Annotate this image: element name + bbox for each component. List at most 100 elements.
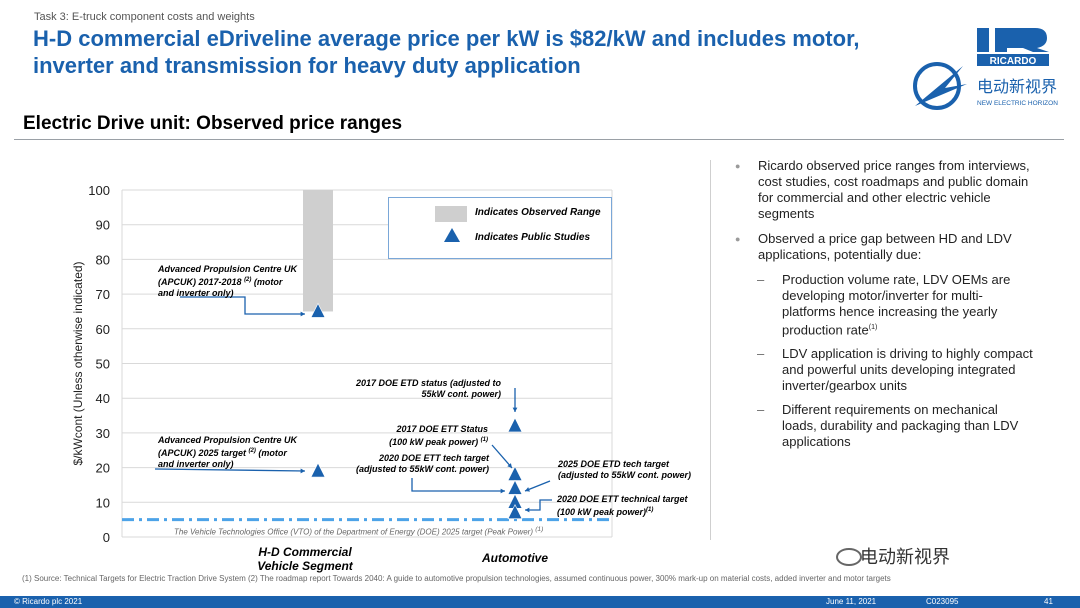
annotation-text: (APCUK) 2017-2018	[158, 277, 242, 287]
arrowhead-icon	[507, 463, 512, 468]
logo-brand-text: RICARDO	[990, 56, 1037, 67]
annotation-doe-ett-2020: 2020 DOE ETT tech target (adjusted to 55…	[355, 453, 489, 475]
vto-sup: (1)	[535, 526, 544, 533]
arrowhead-icon	[525, 507, 530, 513]
y-axis-label: $/kWcont (Unless otherwise indicated)	[71, 261, 85, 465]
data-point-triangle	[310, 302, 326, 318]
annotation-doe-ett-2017: 2017 DOE ETT Status (100 kW peak power) …	[388, 424, 488, 448]
arrowhead-icon	[512, 407, 518, 412]
observed-range-bar	[303, 190, 333, 312]
footnote: (1) Source: Technical Targets for Electr…	[22, 574, 891, 583]
y-tick-label: 20	[96, 461, 110, 476]
wechat-icon	[836, 548, 862, 566]
annotation-text: (APCUK) 2025 target	[158, 448, 247, 458]
ricardo-logo: RICARDO 电动新视界 NEW ELECTRIC HORIZON	[905, 26, 1075, 121]
sub-bullet-text: Production volume rate, LDV OEMs are dev…	[782, 272, 1011, 338]
annotation-line: 2020 DOE ETT technical target	[557, 494, 688, 504]
page-title: H-D commercial eDriveline average price …	[33, 25, 933, 79]
leader-line	[524, 480, 551, 492]
data-point-triangle	[507, 417, 523, 433]
annotation-sup: (1)	[480, 437, 488, 443]
legend-studies-label: Indicates Public Studies	[475, 232, 591, 243]
task-label: Task 3: E-truck component costs and weig…	[34, 11, 255, 23]
y-tick-label: 60	[96, 322, 110, 337]
logo-brand-bar	[977, 54, 1049, 66]
vto-target-label: The Vehicle Technologies Office (VTO) of…	[174, 526, 543, 537]
footer-copyright: © Ricardo plc 2021	[14, 597, 83, 606]
section-subtitle: Electric Drive unit: Observed price rang…	[23, 113, 403, 134]
sub-bullet-item: Production volume rate, LDV OEMs are dev…	[735, 272, 1035, 338]
annotation-doe-etd-2025: 2025 DOE ETD tech target (adjusted to 55…	[558, 459, 691, 481]
y-tick-label: 30	[96, 426, 110, 441]
annotation-line: 2017 DOE ETD status (adjusted to	[355, 378, 501, 388]
y-tick-label: 40	[96, 391, 110, 406]
logo-bar-icon	[977, 28, 989, 52]
logo-bolt-icon	[915, 66, 967, 106]
annotation-line: Advanced Propulsion Centre UK	[158, 264, 298, 274]
footer-bar: © Ricardo plc 2021 June 11, 2021 C023095…	[0, 596, 1080, 608]
annotation-text: (100 kW peak power)	[557, 507, 647, 517]
annotation-line: (100 kW peak power)(1)	[557, 505, 688, 518]
annotation-apcuk-2025: Advanced Propulsion Centre UK (APCUK) 20…	[158, 435, 297, 470]
y-tick-label: 100	[88, 183, 110, 198]
leader-line	[491, 444, 513, 469]
annotation-line: (adjusted to 55kW cont. power)	[355, 464, 489, 474]
divider	[14, 139, 1064, 140]
sub-bullet-sup: (1)	[868, 324, 878, 331]
annotation-line: (APCUK) 2017-2018 (2) (motor	[158, 275, 297, 288]
sub-bullet-item: Different requirements on mechanical loa…	[735, 402, 1035, 450]
annotation-apcuk-2017: Advanced Propulsion Centre UK (APCUK) 20…	[158, 264, 297, 299]
arrowhead-icon	[525, 487, 530, 492]
logo-r-icon	[995, 28, 1049, 52]
bullet-item: Ricardo observed price ranges from inter…	[735, 158, 1035, 222]
category-line: H-D Commercial	[258, 545, 352, 559]
annotation-line: (100 kW peak power) (1)	[388, 435, 488, 448]
data-point-triangle	[507, 465, 523, 481]
category-label-hd: H-D Commercial Vehicle Segment	[250, 545, 360, 573]
footer-page: 41	[1044, 597, 1053, 606]
annotation-sup: (2)	[248, 448, 256, 454]
footer-date: June 11, 2021	[826, 597, 877, 606]
category-label-auto: Automotive	[482, 551, 548, 565]
y-tick-label: 90	[96, 218, 110, 233]
annotation-line: 2017 DOE ETT Status	[396, 424, 488, 434]
title-line-2: inverter and transmission for heavy duty…	[33, 53, 581, 78]
watermark: 电动新视界	[860, 547, 950, 567]
annotation-line: 2020 DOE ETT tech target	[378, 453, 489, 463]
annotation-line: and inverter only)	[158, 459, 234, 469]
vto-text: The Vehicle Technologies Office (VTO) of…	[174, 527, 533, 537]
data-point-triangle	[310, 462, 326, 478]
title-line-1: H-D commercial eDriveline average price …	[33, 26, 860, 51]
annotation-line: and inverter only)	[158, 288, 234, 298]
y-tick-label: 10	[96, 495, 110, 510]
annotation-line: 55kW cont. power)	[421, 389, 501, 399]
y-tick-label: 80	[96, 252, 110, 267]
annotation-sup: (2)	[244, 277, 252, 283]
annotation-text: (motor	[251, 277, 283, 287]
legend-range-label: Indicates Observed Range	[475, 207, 601, 218]
y-tick-label: 70	[96, 287, 110, 302]
leader-line	[525, 499, 552, 511]
column-divider	[710, 160, 711, 540]
bullet-item: Observed a price gap between HD and LDV …	[735, 231, 1035, 263]
data-point-triangle	[507, 479, 523, 495]
footer-code: C023095	[926, 597, 959, 606]
commentary: Ricardo observed price ranges from inter…	[735, 158, 1035, 458]
leader-line	[411, 478, 505, 492]
y-tick-label: 50	[96, 357, 110, 372]
logo-en-text: NEW ELECTRIC HORIZON	[977, 100, 1058, 107]
data-point-triangle	[507, 504, 523, 520]
legend-range-swatch	[435, 206, 467, 222]
annotation-text: (100 kW peak power)	[389, 437, 479, 447]
annotation-text: (motor	[255, 448, 287, 458]
sub-bullet-item: LDV application is driving to highly com…	[735, 346, 1035, 394]
legend-triangle-icon	[444, 228, 460, 242]
annotation-line: (adjusted to 55kW cont. power)	[558, 470, 692, 480]
leader-line	[180, 296, 305, 315]
logo-cn-text: 电动新视界	[977, 77, 1057, 96]
annotation-doe-ett-tech-2020: 2020 DOE ETT technical target (100 kW pe…	[557, 494, 688, 518]
annotation-sup: (1)	[646, 507, 654, 513]
annotation-line: Advanced Propulsion Centre UK	[158, 435, 298, 445]
leader-line	[154, 468, 306, 472]
annotation-line: 2025 DOE ETD tech target	[558, 459, 670, 469]
